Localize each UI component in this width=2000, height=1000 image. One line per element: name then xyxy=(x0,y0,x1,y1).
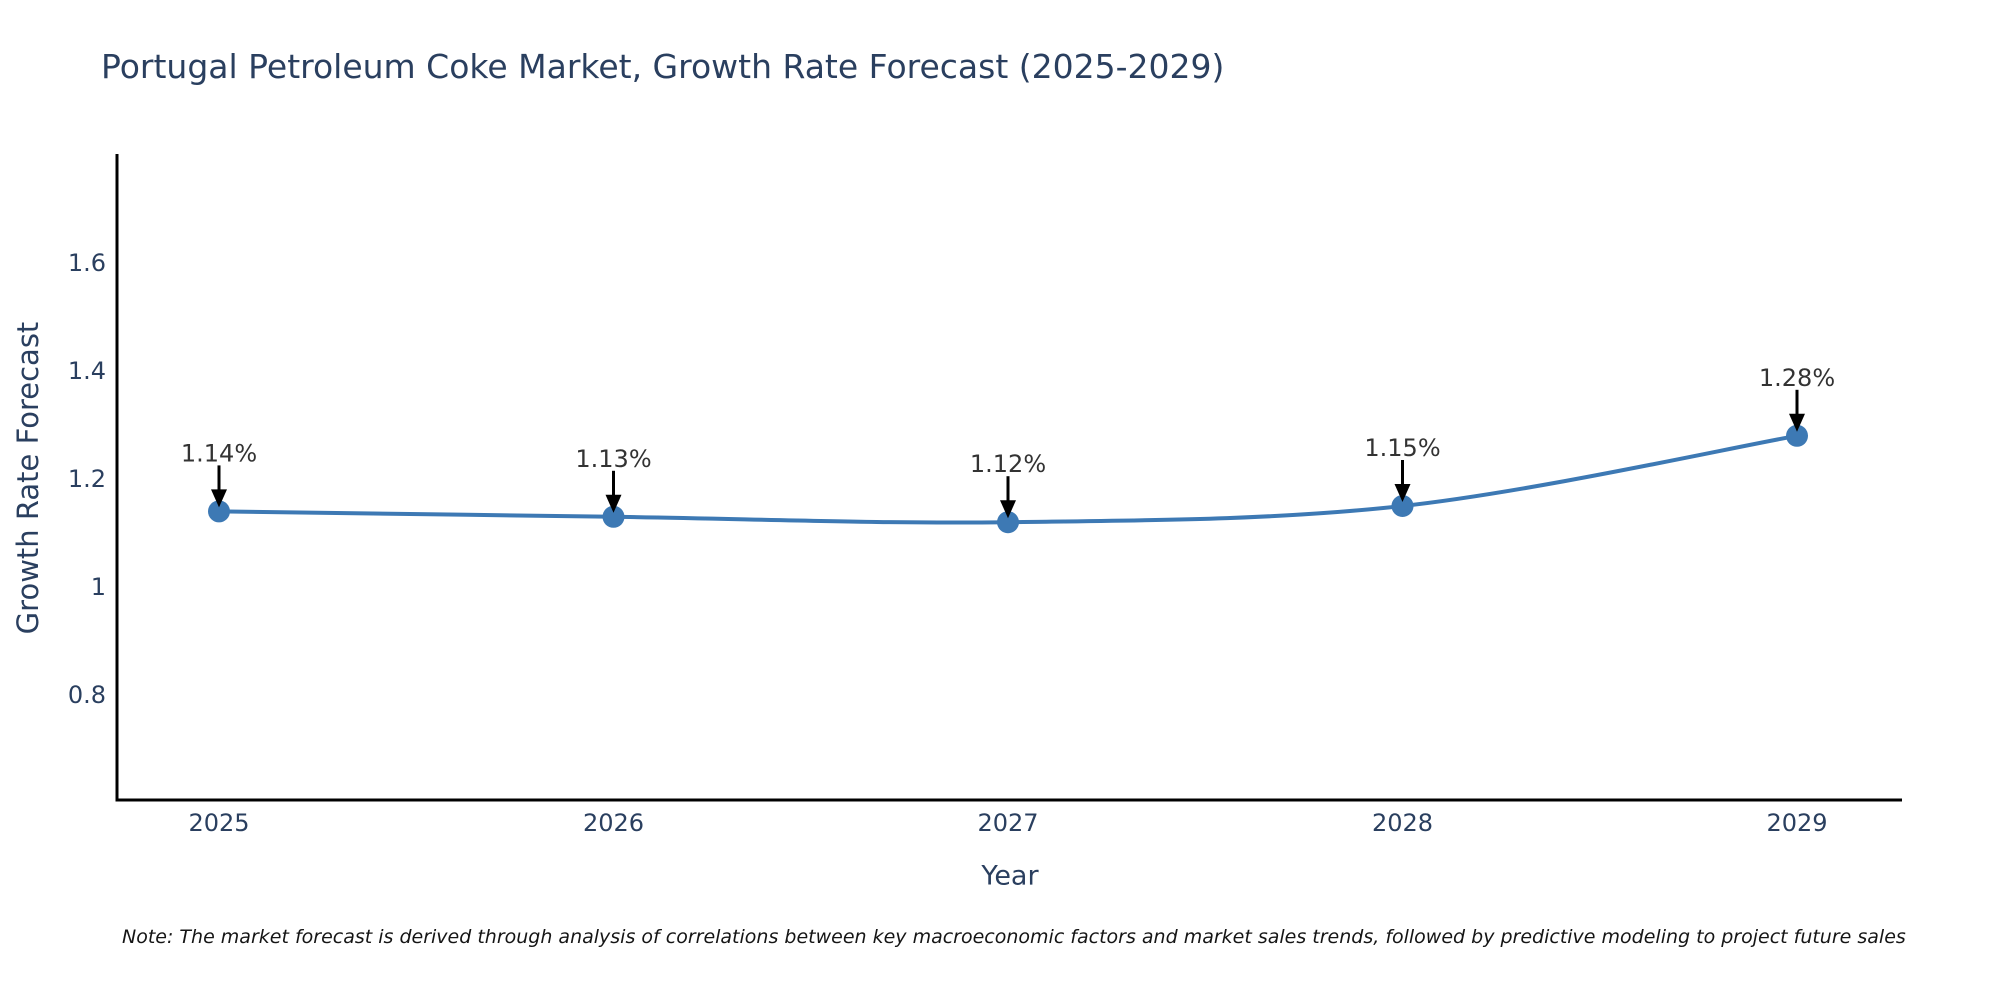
annotation-arrowhead xyxy=(211,489,227,508)
data-point-marker xyxy=(997,511,1019,534)
x-tick-label: 2026 xyxy=(583,809,644,837)
data-point-marker xyxy=(1786,424,1808,447)
annotation-arrowhead xyxy=(1394,484,1411,502)
data-point-label: 1.12% xyxy=(970,450,1046,478)
y-tick-label: 1 xyxy=(91,573,106,601)
data-point-marker xyxy=(208,500,230,523)
data-point-label: 1.14% xyxy=(181,439,257,467)
chart-title: Portugal Petroleum Coke Market, Growth R… xyxy=(101,47,1225,86)
x-tick-label: 2029 xyxy=(1766,809,1827,837)
data-point-label: 1.13% xyxy=(575,445,651,473)
annotation-arrowhead xyxy=(1789,413,1805,432)
y-axis-title: Growth Rate Forecast xyxy=(11,321,45,635)
x-tick-label: 2025 xyxy=(188,809,249,837)
data-point-marker xyxy=(1391,495,1414,517)
annotation-arrowhead xyxy=(605,494,622,513)
footnote: Note: The market forecast is derived thr… xyxy=(122,926,1906,948)
y-tick-label: 1.4 xyxy=(68,357,106,385)
y-tick-label: 0.8 xyxy=(68,681,106,709)
x-tick-label: 2027 xyxy=(977,809,1038,837)
y-tick-label: 1.2 xyxy=(68,465,106,493)
data-point-label: 1.15% xyxy=(1364,434,1440,462)
data-point-marker xyxy=(602,505,625,528)
annotation-arrowhead xyxy=(1000,500,1016,519)
x-tick-label: 2028 xyxy=(1372,809,1433,837)
data-point-label: 1.28% xyxy=(1759,364,1835,392)
y-tick-label: 1.6 xyxy=(68,249,106,277)
x-axis-title: Year xyxy=(981,860,1039,892)
